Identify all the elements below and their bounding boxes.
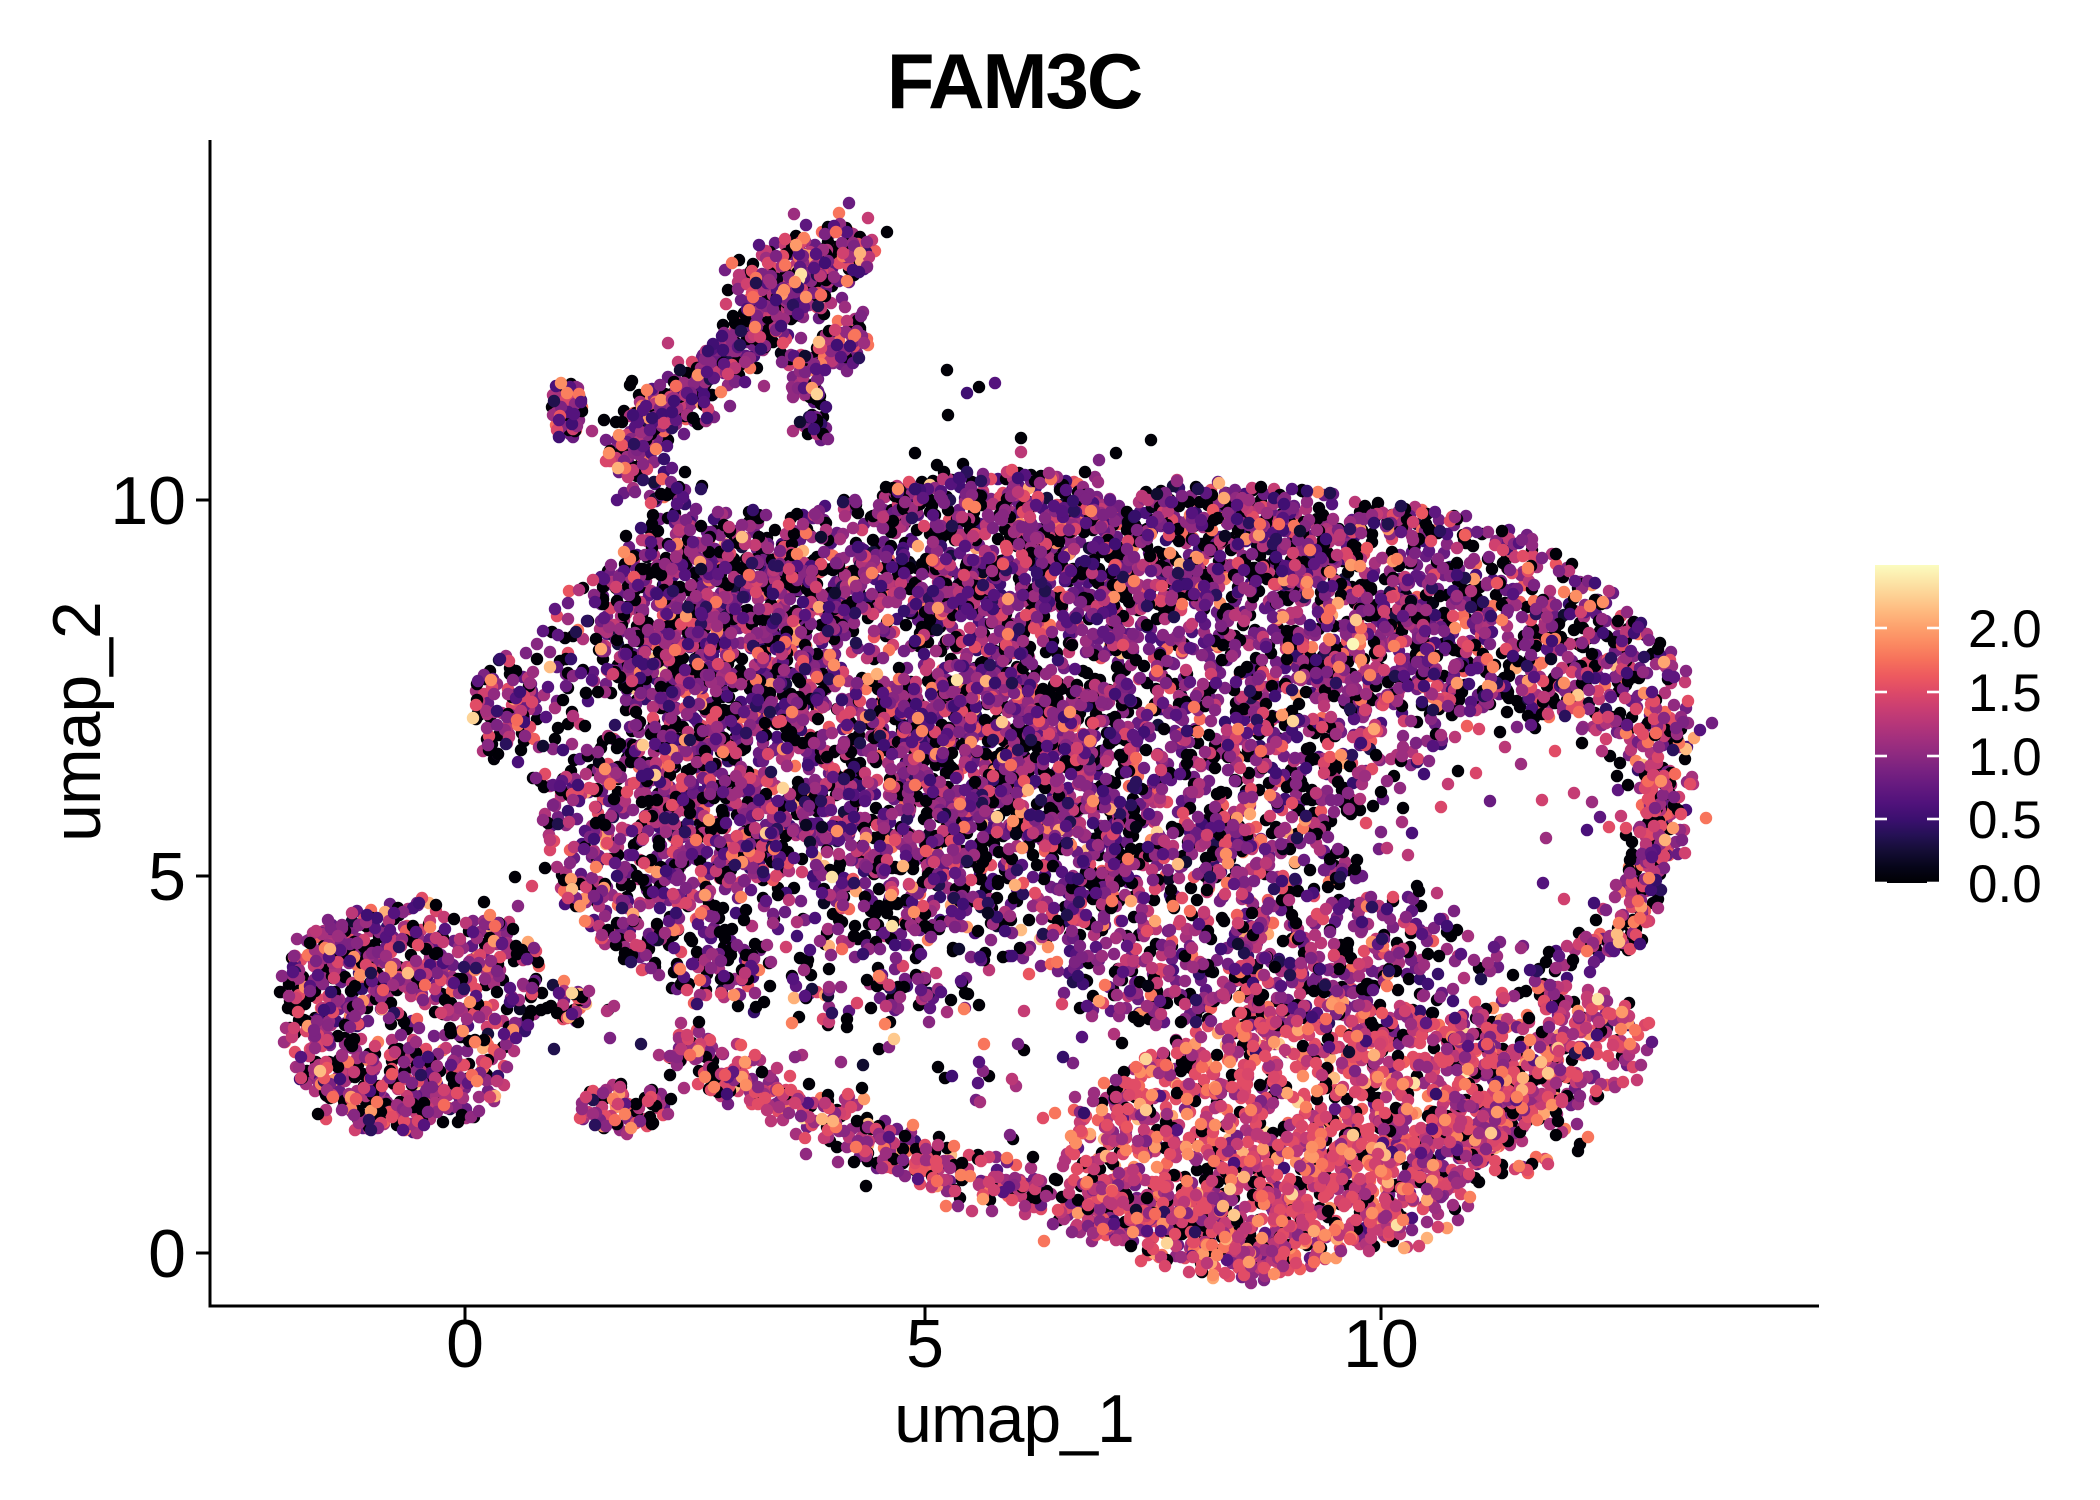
svg-text:umap_1: umap_1: [894, 1381, 1134, 1457]
svg-text:FAM3C: FAM3C: [887, 37, 1142, 125]
svg-text:5: 5: [148, 839, 186, 915]
svg-text:0: 0: [148, 1216, 186, 1292]
svg-text:1.0: 1.0: [1968, 728, 2042, 787]
svg-text:2.0: 2.0: [1968, 600, 2042, 659]
svg-text:umap_2: umap_2: [39, 602, 115, 842]
svg-text:0.0: 0.0: [1968, 855, 2042, 914]
svg-text:10: 10: [110, 463, 186, 539]
svg-text:0.5: 0.5: [1968, 791, 2042, 850]
svg-text:10: 10: [1343, 1306, 1419, 1382]
svg-text:0: 0: [446, 1306, 484, 1382]
svg-text:1.5: 1.5: [1968, 664, 2042, 723]
svg-text:5: 5: [906, 1306, 944, 1382]
